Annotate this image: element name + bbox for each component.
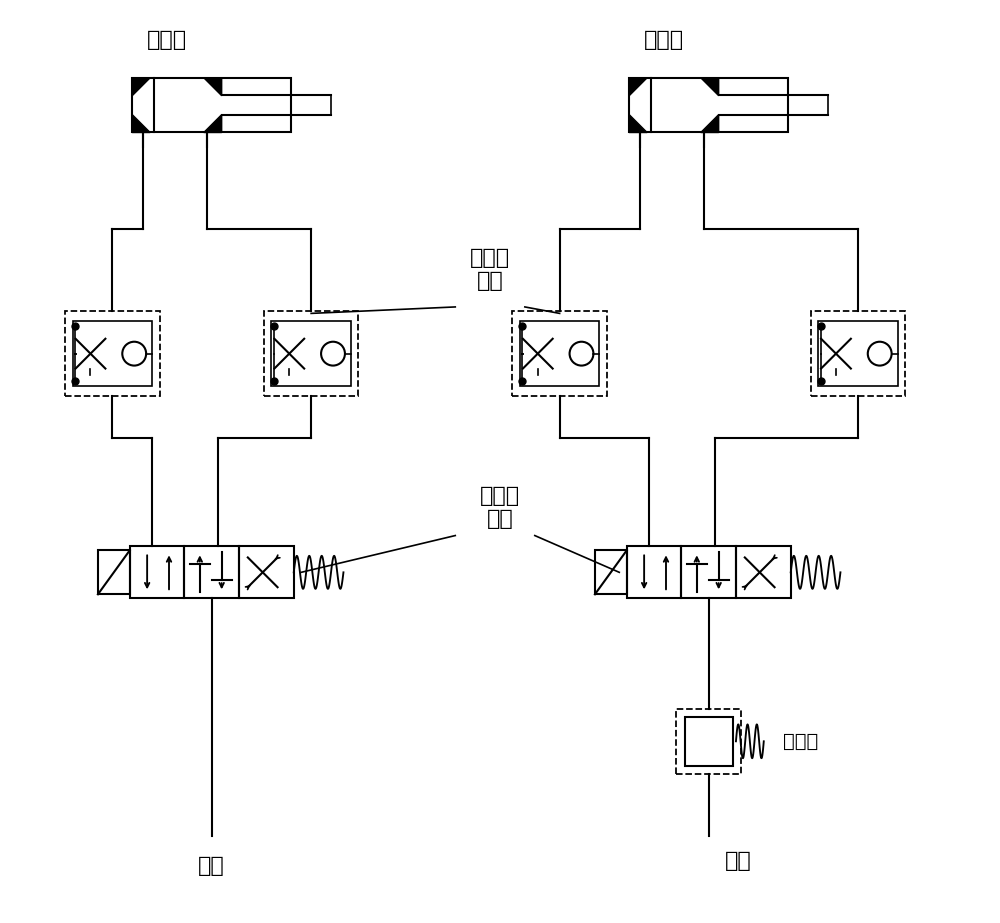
Text: 气动换
向阀: 气动换 向阀 [480,486,520,529]
Bar [73,321,152,386]
Text: 气源: 气源 [725,851,752,870]
Bar [65,311,160,396]
Bar [595,550,627,594]
Polygon shape [701,78,719,96]
Polygon shape [629,78,647,96]
Bar [264,311,358,396]
Polygon shape [629,114,647,133]
Bar [98,550,130,594]
Polygon shape [132,78,150,96]
Text: 单向节
流阀: 单向节 流阀 [470,247,510,291]
Bar [629,78,788,133]
Text: 作动筒: 作动筒 [644,30,684,51]
Bar [239,546,294,598]
Bar [132,78,291,133]
Bar [271,321,351,386]
Bar [676,709,741,773]
Bar [130,546,184,598]
Text: 作动筒: 作动筒 [147,30,187,51]
Bar [685,717,733,765]
Bar [811,311,905,396]
Text: 气源: 气源 [198,856,225,876]
Polygon shape [132,114,150,133]
Text: 减压阀: 减压阀 [783,732,819,750]
Polygon shape [701,114,719,133]
Bar [627,546,681,598]
Bar [520,321,599,386]
Bar [184,546,239,598]
Bar [512,311,607,396]
Polygon shape [204,78,222,96]
Bar [818,321,898,386]
Polygon shape [204,114,222,133]
Bar [736,546,791,598]
Bar [681,546,736,598]
